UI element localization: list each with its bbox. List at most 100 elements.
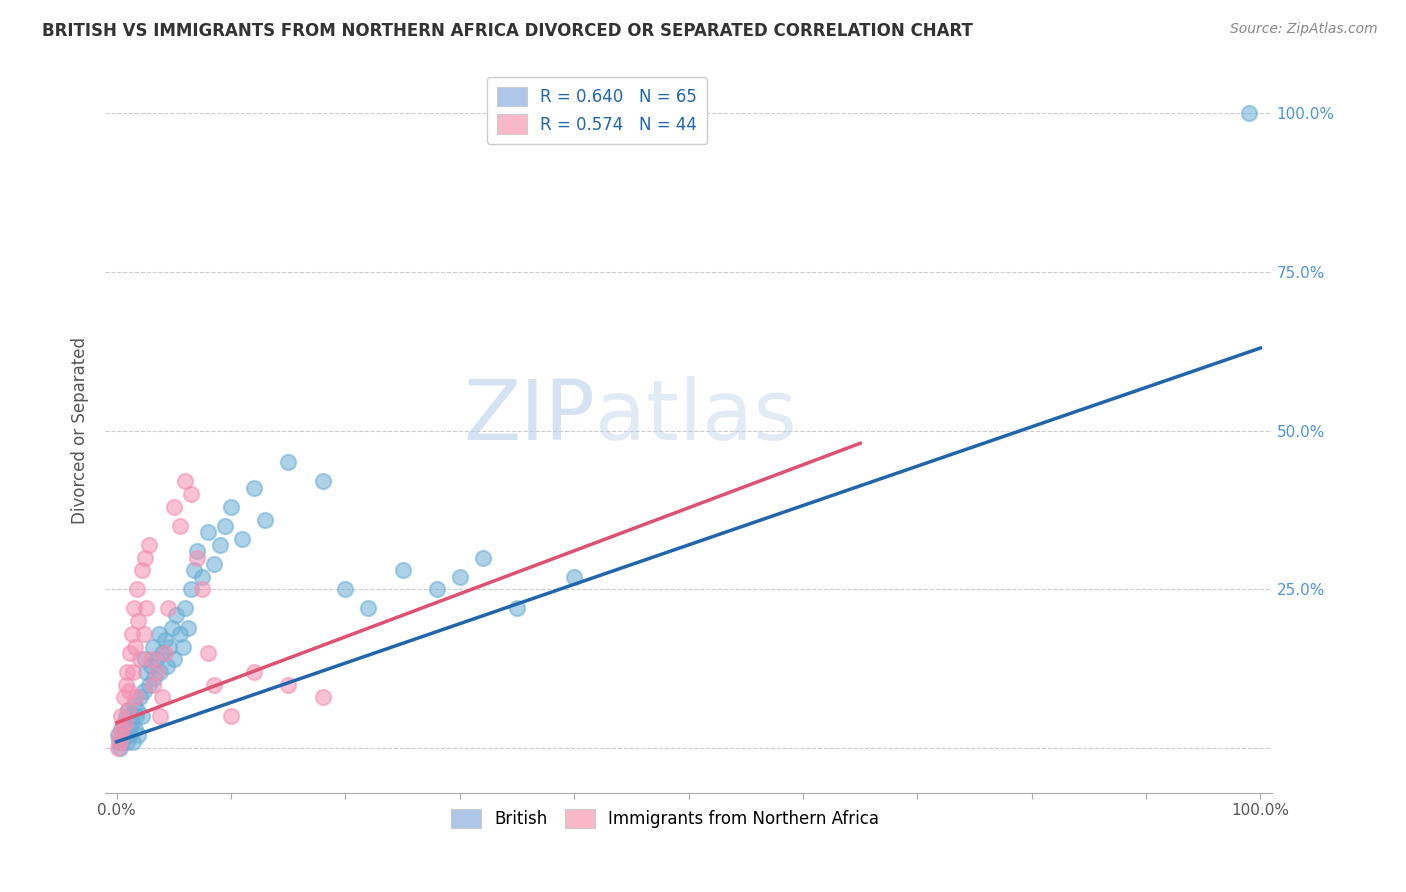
Point [142,640,165,654]
Point [145,665,167,679]
Point [311,690,333,705]
Point [277,678,299,692]
Point [115,735,138,749]
Point [128,652,150,666]
Point [208,538,231,552]
Legend: British, Immigrants from Northern Africa: British, Immigrants from Northern Africa [444,803,886,835]
Point [214,519,236,533]
Point [335,582,357,597]
Point [117,703,139,717]
Point [153,646,176,660]
Point [153,633,176,648]
Point [108,735,131,749]
Point [117,703,139,717]
Point [115,665,138,679]
Point [127,703,149,717]
Point [127,582,149,597]
Point [108,729,131,743]
Point [120,729,142,743]
Point [172,640,194,654]
Point [134,652,156,666]
Point [449,570,471,584]
Point [186,544,208,558]
Point [114,715,136,730]
Point [357,601,380,615]
Point [254,512,277,526]
Point [135,665,157,679]
Point [191,570,214,584]
Point [243,481,266,495]
Point [122,697,145,711]
Point [186,550,208,565]
Point [125,709,148,723]
Point [426,582,449,597]
Point [118,722,141,736]
Text: ZIP: ZIP [464,376,595,457]
Point [163,500,186,514]
Point [121,715,143,730]
Point [139,658,162,673]
Point [107,729,129,743]
Point [132,684,155,698]
Point [197,525,219,540]
Point [114,709,136,723]
Text: atlas: atlas [595,376,797,457]
Point [152,690,174,705]
Point [118,684,141,698]
Point [111,722,134,736]
Point [122,601,145,615]
Point [120,646,142,660]
Point [219,709,242,723]
Y-axis label: Divorced or Separated: Divorced or Separated [72,337,89,524]
Point [145,652,167,666]
Point [174,601,197,615]
Point [174,475,197,489]
Point [202,678,225,692]
Point [112,690,135,705]
Point [131,709,153,723]
Point [311,475,333,489]
Point [134,550,156,565]
Point [139,652,162,666]
Point [562,570,585,584]
Text: BRITISH VS IMMIGRANTS FROM NORTHERN AFRICA DIVORCED OR SEPARATED CORRELATION CHA: BRITISH VS IMMIGRANTS FROM NORTHERN AFRI… [42,22,973,40]
Point [110,722,132,736]
Point [114,729,136,743]
Point [191,582,214,597]
Point [277,455,299,469]
Point [138,538,160,552]
Point [169,627,191,641]
Point [163,652,186,666]
Point [121,665,143,679]
Point [197,646,219,660]
Text: Source: ZipAtlas.com: Source: ZipAtlas.com [1230,22,1378,37]
Point [121,735,143,749]
Point [160,620,183,634]
Point [112,715,135,730]
Point [127,614,149,628]
Point [169,519,191,533]
Point [180,582,202,597]
Point [127,729,149,743]
Point [121,627,143,641]
Point [110,709,132,723]
Point [156,658,179,673]
Point [149,709,172,723]
Point [157,640,180,654]
Point [165,607,187,622]
Point [135,601,157,615]
Point [132,627,155,641]
Point [1237,106,1260,120]
Point [152,646,174,660]
Point [202,557,225,571]
Point [506,601,529,615]
Point [114,678,136,692]
Point [107,741,129,756]
Point [124,722,146,736]
Point [243,665,266,679]
Point [149,665,172,679]
Point [128,690,150,705]
Point [124,640,146,654]
Point [471,550,494,565]
Point [183,563,205,577]
